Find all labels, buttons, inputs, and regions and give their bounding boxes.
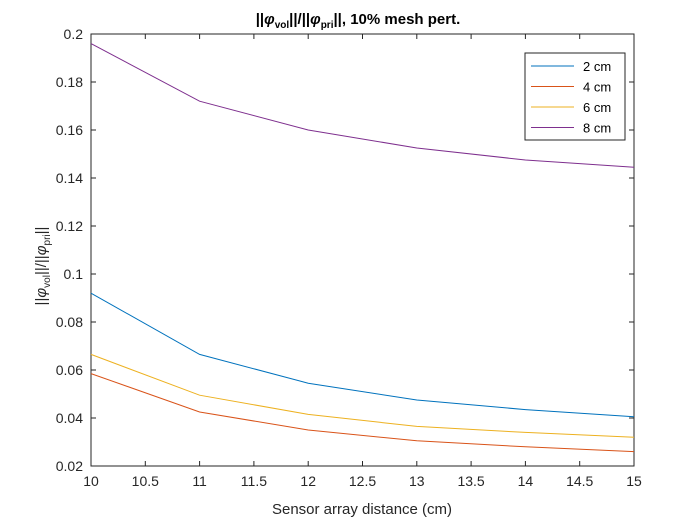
- x-tick-label: 13: [409, 473, 425, 489]
- y-tick-label: 0.06: [56, 362, 83, 378]
- x-tick-label: 10: [83, 473, 99, 489]
- y-tick-label: 0.18: [56, 74, 83, 90]
- y-tick-label: 0.16: [56, 122, 83, 138]
- y-tick-label: 0.08: [56, 314, 83, 330]
- y-tick-label: 0.2: [64, 26, 84, 42]
- series-layer: [90, 43, 635, 453]
- x-tick-label: 12: [300, 473, 316, 489]
- x-tick-label: 14.5: [566, 473, 593, 489]
- y-tick-label: 0.14: [56, 170, 83, 186]
- legend-label-2: 4 cm: [583, 80, 611, 95]
- y-tick-label: 0.04: [56, 410, 83, 426]
- legend-box: [524, 52, 626, 141]
- x-tick-label: 11: [192, 473, 207, 489]
- series-line-4: [90, 43, 635, 168]
- legend-label-4: 8 cm: [583, 121, 611, 136]
- tick-layer: 10 10.5 11 11.5 12 12.5 13 13.5 14 14.5 15 0.02 0.04…: [56, 26, 642, 489]
- x-tick-label: 10.5: [132, 473, 159, 489]
- x-tick-label: 12.5: [349, 473, 376, 489]
- x-tick-label: 13.5: [457, 473, 484, 489]
- series-line-2: [90, 373, 635, 453]
- legend-label-1: 2 cm: [583, 59, 611, 74]
- series-line-3: [90, 353, 635, 438]
- series-line-1: [90, 292, 635, 418]
- x-tick-label: 14: [518, 473, 534, 489]
- y-tick-label: 0.02: [56, 458, 83, 474]
- chart-title: ||φvol||/||φpri||, 10% mesh pert.: [256, 11, 461, 31]
- x-tick-label: 15: [626, 473, 642, 489]
- y-tick-label: 0.12: [56, 218, 83, 234]
- y-tick-label: 0.1: [64, 266, 84, 282]
- legend: 2 cm 4 cm 6 cm 8 cm: [524, 52, 626, 141]
- y-axis-label: ||φvol||/||φpri||: [33, 227, 53, 306]
- x-tick-label: 11.5: [241, 473, 267, 489]
- x-axis-label: Sensor array distance (cm): [272, 501, 452, 518]
- legend-label-3: 6 cm: [583, 100, 611, 115]
